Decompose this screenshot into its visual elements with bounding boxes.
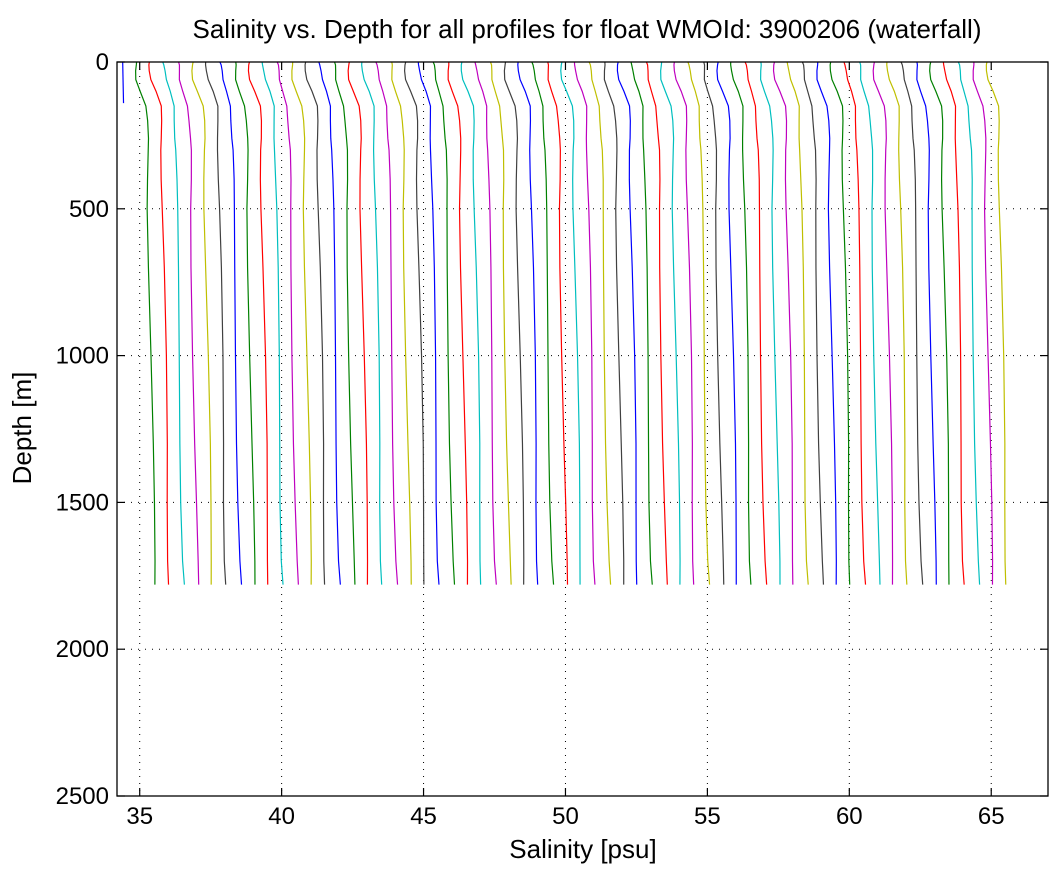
profile-line [247, 61, 269, 585]
profile-line [660, 61, 681, 585]
profile-line [942, 61, 965, 585]
profile-line [985, 61, 1007, 585]
y-tick-label: 2000 [56, 636, 109, 663]
profile-line [219, 61, 243, 585]
profile-line [744, 61, 768, 585]
profile-line [417, 61, 440, 585]
y-tick-label: 2500 [56, 783, 109, 810]
profile-line [347, 61, 369, 585]
profile-line [447, 61, 469, 585]
profile-line [460, 61, 482, 585]
profile-line [716, 61, 737, 585]
profile-line [162, 61, 185, 585]
x-axis-label: Salinity [psu] [509, 834, 656, 864]
profile-line [191, 61, 212, 585]
x-tick-label: 35 [126, 803, 153, 830]
y-tick-label: 1000 [56, 343, 109, 370]
profile-line [489, 61, 512, 585]
profile-line [304, 61, 326, 585]
profile-line [630, 61, 653, 585]
profile-line [403, 61, 425, 585]
profile-line [432, 61, 456, 585]
profile-line [503, 61, 525, 585]
profile-line [645, 61, 668, 585]
grid-lines [117, 62, 1048, 796]
profile-line [760, 61, 781, 585]
profile-line [204, 61, 227, 585]
y-tick-label: 1500 [56, 489, 109, 516]
profile-line [361, 61, 383, 585]
profile-line [730, 61, 752, 585]
profile-line [474, 61, 497, 585]
plot-frame [116, 61, 1049, 797]
profile-line [148, 61, 170, 585]
profile-lines [122, 61, 1007, 585]
profile-line [957, 61, 981, 585]
profile-line [547, 61, 569, 585]
y-axis-label: Depth [m] [7, 372, 37, 485]
profile-line [517, 61, 539, 585]
chart-title: Salinity vs. Depth for all profiles for … [193, 14, 982, 44]
profile-line [333, 61, 356, 585]
profile-line [816, 61, 837, 585]
profile-line [886, 61, 908, 585]
profile-line [916, 61, 937, 585]
profile-line [531, 61, 555, 585]
profile-line [829, 61, 851, 585]
profile-line [560, 61, 581, 585]
profile-line [178, 61, 200, 585]
y-tick-label: 500 [69, 196, 109, 223]
profile-line [234, 61, 256, 585]
x-tick-label: 65 [978, 803, 1005, 830]
profile-line [291, 61, 312, 585]
profile-line [603, 61, 625, 585]
profile-line [135, 61, 156, 585]
x-tick-label: 60 [836, 803, 863, 830]
x-tick-label: 50 [552, 803, 579, 830]
x-tick-label: 45 [410, 803, 437, 830]
profile-line [900, 61, 924, 585]
profile-line [703, 61, 725, 585]
profile-line [859, 61, 881, 585]
profile-line [261, 61, 284, 585]
profile-line [786, 61, 809, 585]
profile-line [872, 61, 894, 585]
profile-line [122, 61, 125, 104]
profile-line [588, 61, 612, 585]
profile-line [375, 61, 399, 585]
profile-line [801, 61, 825, 585]
profile-line [972, 61, 994, 585]
profile-line [687, 61, 711, 585]
profile-line [843, 61, 867, 585]
profile-line [391, 61, 412, 585]
y-tick-label: 0 [96, 49, 109, 76]
profile-line [616, 61, 638, 585]
profile-line [276, 61, 299, 585]
x-tick-label: 40 [268, 803, 295, 830]
profile-line [673, 61, 695, 585]
profile-line [772, 61, 794, 585]
axis-ticks: 35 40 45 50 55 60 65 0 500 1000 1500 2000 2500 [56, 49, 1048, 830]
x-tick-label: 55 [694, 803, 721, 830]
profile-line [929, 61, 950, 585]
profile-line [573, 61, 596, 585]
profile-line [318, 61, 341, 585]
